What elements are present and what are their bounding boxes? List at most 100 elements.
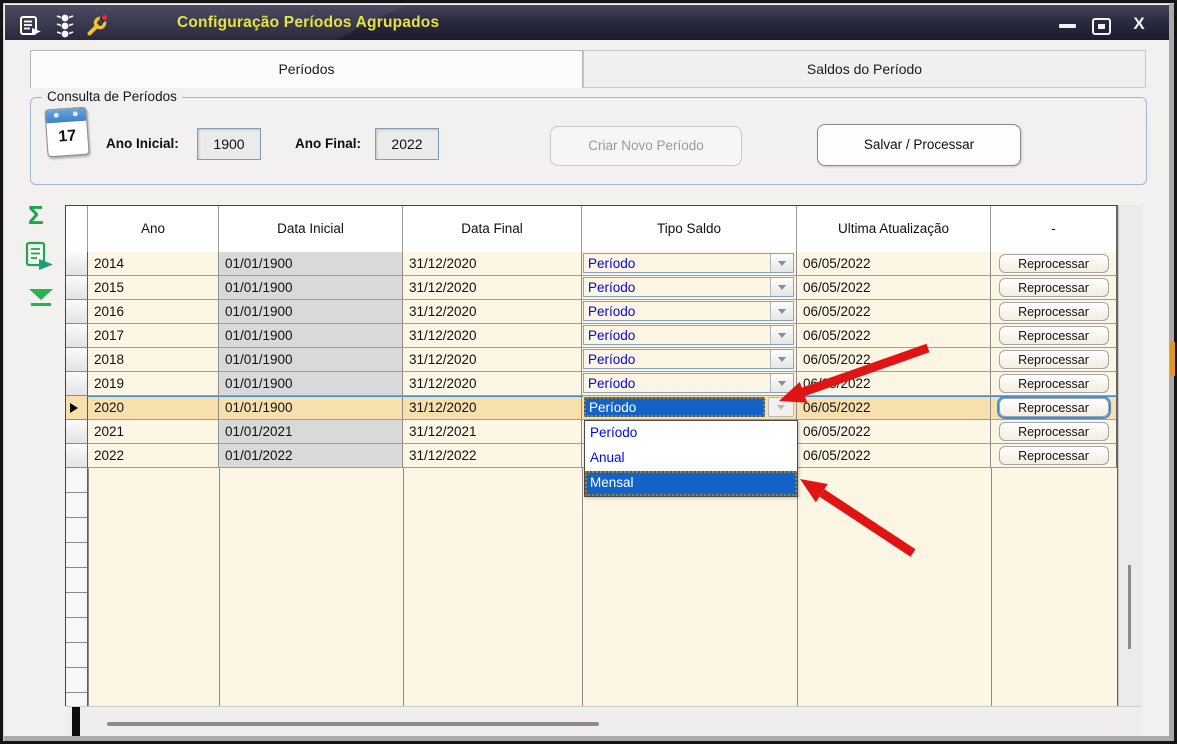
cell-data-final[interactable]: 31/12/2020 bbox=[403, 396, 582, 420]
cell-ano[interactable]: 2019 bbox=[88, 372, 219, 396]
tipo-saldo-combobox[interactable]: Período bbox=[583, 277, 794, 297]
cell-data-inicial[interactable]: 01/01/2022 bbox=[219, 444, 403, 468]
cell-data-final[interactable]: 31/12/2020 bbox=[403, 348, 582, 372]
dropdown-option-anual[interactable]: Anual bbox=[590, 450, 625, 465]
cell-ultima-atualizacao[interactable]: 06/05/2022 bbox=[797, 324, 991, 348]
cell-data-inicial[interactable]: 01/01/1900 bbox=[219, 300, 403, 324]
dropdown-option-periodo[interactable]: Período bbox=[590, 425, 638, 440]
grid-header-row: Ano Data Inicial Data Final Tipo Saldo U… bbox=[66, 205, 1117, 255]
cell-data-final[interactable]: 31/12/2020 bbox=[403, 276, 582, 300]
header-ultima-atualizacao[interactable]: Ultima Atualização bbox=[797, 206, 991, 253]
tipo-saldo-combobox-editing[interactable]: Período bbox=[583, 396, 794, 418]
row-indicator-cell[interactable] bbox=[66, 252, 88, 276]
cell-ultima-atualizacao[interactable]: 06/05/2022 bbox=[797, 348, 991, 372]
row-indicator-cell[interactable] bbox=[66, 444, 88, 468]
criar-novo-periodo-button[interactable]: Criar Novo Período bbox=[550, 126, 742, 166]
reprocessar-button[interactable]: Reprocessar bbox=[998, 254, 1109, 273]
horizontal-scrollbar[interactable] bbox=[66, 706, 1142, 736]
cell-data-final[interactable]: 31/12/2020 bbox=[403, 324, 582, 348]
tipo-saldo-combobox[interactable]: Período bbox=[583, 373, 794, 393]
reprocessar-button[interactable]: Reprocessar bbox=[998, 278, 1109, 297]
dropdown-option-mensal-highlighted[interactable]: Mensal bbox=[585, 471, 797, 496]
row-indicator-cell[interactable] bbox=[66, 324, 88, 348]
header-data-final[interactable]: Data Final bbox=[403, 206, 582, 253]
cell-ano[interactable]: 2016 bbox=[88, 300, 219, 324]
chevron-down-icon[interactable] bbox=[770, 374, 793, 392]
tab-periodos[interactable]: Períodos bbox=[30, 50, 583, 88]
header-data-inicial[interactable]: Data Inicial bbox=[219, 206, 403, 253]
close-button[interactable]: X bbox=[1126, 12, 1152, 36]
tipo-saldo-combobox[interactable]: Período bbox=[583, 253, 794, 273]
form-list-icon[interactable] bbox=[19, 14, 43, 38]
reprocessar-button[interactable]: Reprocessar bbox=[998, 374, 1109, 393]
cell-ano[interactable]: 2018 bbox=[88, 348, 219, 372]
vertical-scrollbar-thumb[interactable] bbox=[1128, 565, 1131, 649]
cell-data-inicial[interactable]: 01/01/1900 bbox=[219, 396, 403, 420]
chevron-down-icon[interactable] bbox=[770, 254, 793, 272]
combo-value: Período bbox=[588, 256, 636, 271]
reprocessar-button[interactable]: Reprocessar bbox=[998, 446, 1109, 465]
export-record-icon[interactable] bbox=[22, 240, 60, 274]
row-indicator-cell[interactable] bbox=[66, 348, 88, 372]
cell-data-inicial[interactable]: 01/01/2021 bbox=[219, 420, 403, 444]
combo-dropdown-button[interactable] bbox=[768, 397, 794, 417]
cell-ano[interactable]: 2020 bbox=[88, 396, 219, 420]
cell-ultima-atualizacao[interactable]: 06/05/2022 bbox=[797, 276, 991, 300]
cell-ultima-atualizacao[interactable]: 06/05/2022 bbox=[797, 252, 991, 276]
cell-ultima-atualizacao[interactable]: 06/05/2022 bbox=[797, 420, 991, 444]
chevron-down-icon[interactable] bbox=[770, 278, 793, 296]
cell-ano[interactable]: 2017 bbox=[88, 324, 219, 348]
sum-icon[interactable]: Σ bbox=[28, 200, 44, 230]
cell-tipo-saldo: Período bbox=[582, 396, 797, 420]
cell-ano[interactable]: 2015 bbox=[88, 276, 219, 300]
header-tipo-saldo[interactable]: Tipo Saldo bbox=[582, 206, 797, 253]
tipo-saldo-combobox[interactable]: Período bbox=[583, 301, 794, 321]
cell-data-inicial[interactable]: 01/01/1900 bbox=[219, 324, 403, 348]
cell-ultima-atualizacao[interactable]: 06/05/2022 bbox=[797, 300, 991, 324]
salvar-processar-button[interactable]: Salvar / Processar bbox=[817, 124, 1021, 166]
reprocessar-button[interactable]: Reprocessar bbox=[998, 302, 1109, 321]
row-indicator-cell[interactable] bbox=[66, 300, 88, 324]
go-to-bottom-icon[interactable] bbox=[28, 288, 54, 308]
tipo-saldo-combobox[interactable]: Período bbox=[583, 349, 794, 369]
header-ano[interactable]: Ano bbox=[88, 206, 219, 253]
row-indicator-cell[interactable] bbox=[66, 276, 88, 300]
cell-ultima-atualizacao[interactable]: 06/05/2022 bbox=[797, 444, 991, 468]
reprocessar-button[interactable]: Reprocessar bbox=[998, 326, 1109, 345]
minimize-button[interactable] bbox=[1053, 18, 1081, 34]
cell-data-final[interactable]: 31/12/2020 bbox=[403, 252, 582, 276]
traffic-light-icon[interactable] bbox=[53, 12, 77, 40]
cell-ano[interactable]: 2021 bbox=[88, 420, 219, 444]
ano-final-field[interactable]: 2022 bbox=[375, 128, 439, 160]
cell-ano[interactable]: 2022 bbox=[88, 444, 219, 468]
cell-data-inicial[interactable]: 01/01/1900 bbox=[219, 276, 403, 300]
ano-inicial-field[interactable]: 1900 bbox=[197, 128, 261, 160]
cell-ultima-atualizacao[interactable]: 06/05/2022 bbox=[797, 396, 991, 420]
table-row-2020-selected: 2020 01/01/1900 31/12/2020 Período 06/05… bbox=[66, 396, 1117, 420]
wrench-icon[interactable] bbox=[83, 13, 109, 39]
row-indicator-cell[interactable] bbox=[66, 372, 88, 396]
row-indicator-cell[interactable] bbox=[66, 396, 88, 420]
chevron-down-icon[interactable] bbox=[770, 302, 793, 320]
cell-data-final[interactable]: 31/12/2020 bbox=[403, 300, 582, 324]
cell-ano[interactable]: 2014 bbox=[88, 252, 219, 276]
tipo-saldo-dropdown-list: Período Anual Mensal bbox=[584, 420, 798, 497]
chevron-down-icon[interactable] bbox=[770, 326, 793, 344]
cell-data-inicial[interactable]: 01/01/1900 bbox=[219, 348, 403, 372]
horizontal-scrollbar-thumb[interactable] bbox=[107, 722, 599, 726]
cell-data-final[interactable]: 31/12/2022 bbox=[403, 444, 582, 468]
maximize-button[interactable] bbox=[1090, 16, 1112, 36]
cell-data-inicial[interactable]: 01/01/1900 bbox=[219, 252, 403, 276]
tab-saldos-do-periodo[interactable]: Saldos do Período bbox=[583, 50, 1146, 88]
row-indicator-cell[interactable] bbox=[66, 420, 88, 444]
chevron-down-icon[interactable] bbox=[770, 350, 793, 368]
reprocessar-button-focused[interactable]: Reprocessar bbox=[998, 398, 1109, 417]
cell-data-final[interactable]: 31/12/2021 bbox=[403, 420, 582, 444]
cell-data-inicial[interactable]: 01/01/1900 bbox=[219, 372, 403, 396]
cell-data-final[interactable]: 31/12/2020 bbox=[403, 372, 582, 396]
cell-ultima-atualizacao[interactable]: 06/05/2022 bbox=[797, 372, 991, 396]
reprocessar-button[interactable]: Reprocessar bbox=[998, 422, 1109, 441]
tipo-saldo-combobox[interactable]: Período bbox=[583, 325, 794, 345]
header-acao[interactable]: - bbox=[991, 206, 1117, 253]
reprocessar-button[interactable]: Reprocessar bbox=[998, 350, 1109, 369]
